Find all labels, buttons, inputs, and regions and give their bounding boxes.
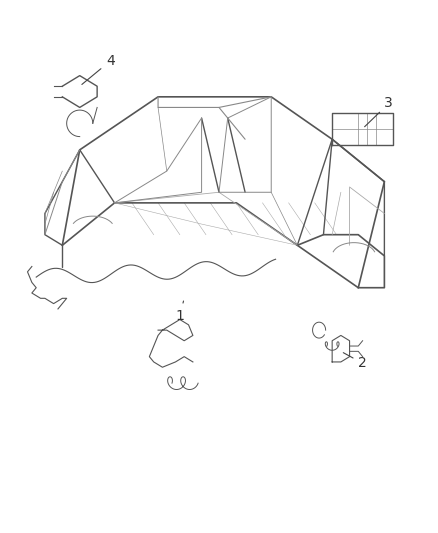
Text: 1: 1 [176,301,184,322]
Text: 4: 4 [82,54,115,84]
Text: 2: 2 [343,353,367,370]
Text: 3: 3 [364,96,393,127]
